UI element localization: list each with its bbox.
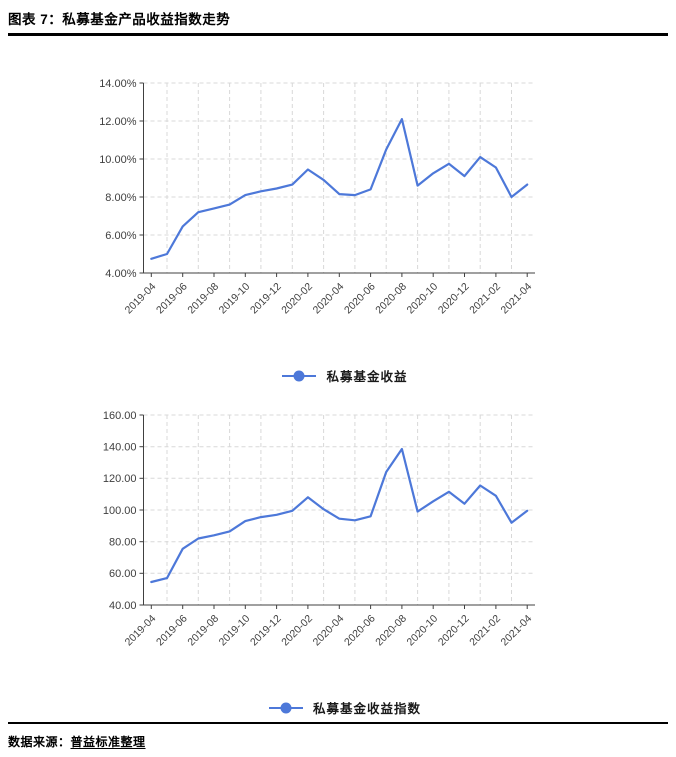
svg-text:80.00: 80.00	[109, 537, 137, 549]
legend-index: 私募基金收益指数	[0, 698, 676, 717]
legend-returns: 私募基金收益	[0, 366, 676, 385]
svg-text:14.00%: 14.00%	[99, 78, 137, 90]
svg-text:6.00%: 6.00%	[105, 230, 136, 242]
svg-text:2021-02: 2021-02	[467, 613, 503, 649]
svg-text:2021-04: 2021-04	[499, 281, 535, 317]
svg-text:160.00: 160.00	[103, 410, 137, 422]
svg-text:60.00: 60.00	[109, 568, 137, 580]
svg-text:2020-08: 2020-08	[373, 613, 409, 649]
legend-marker-icon	[268, 702, 303, 713]
svg-text:40.00: 40.00	[109, 600, 137, 612]
svg-text:2019-08: 2019-08	[185, 281, 221, 317]
source-name: 普益标准整理	[70, 735, 146, 749]
figure-title: 图表 7：私募基金产品收益指数走势	[8, 12, 231, 27]
legend-dot-icon	[293, 370, 305, 381]
svg-text:2021-04: 2021-04	[499, 613, 535, 649]
svg-text:2020-06: 2020-06	[342, 281, 378, 317]
legend-dot-icon	[280, 702, 292, 713]
svg-text:2020-04: 2020-04	[311, 613, 347, 649]
svg-text:2019-06: 2019-06	[154, 613, 190, 649]
legend-marker-icon	[282, 370, 317, 381]
svg-text:2019-04: 2019-04	[123, 281, 159, 317]
legend-label-returns: 私募基金收益	[326, 370, 408, 384]
svg-text:10.00%: 10.00%	[99, 154, 137, 166]
svg-text:140.00: 140.00	[103, 442, 137, 454]
data-source: 数据来源：普益标准整理	[8, 733, 146, 750]
svg-text:120.00: 120.00	[103, 473, 137, 485]
series-line	[150, 117, 529, 260]
series-line	[150, 447, 529, 584]
svg-text:2020-08: 2020-08	[373, 281, 409, 317]
footer-divider	[8, 722, 668, 724]
svg-text:4.00%: 4.00%	[105, 268, 136, 280]
returns-line-chart: 4.00% 6.00% 8.00% 10.00% 12.00% 14.00% 2019-04…	[99, 78, 535, 317]
svg-text:2020-12: 2020-12	[436, 281, 472, 317]
header-divider	[8, 33, 668, 36]
svg-text:2020-12: 2020-12	[436, 613, 472, 649]
svg-text:2019-12: 2019-12	[248, 613, 284, 649]
svg-text:2019-12: 2019-12	[248, 281, 284, 317]
svg-text:100.00: 100.00	[103, 505, 137, 517]
svg-text:2019-10: 2019-10	[217, 281, 253, 317]
svg-text:2019-04: 2019-04	[123, 613, 159, 649]
svg-text:2020-10: 2020-10	[405, 281, 441, 317]
svg-text:12.00%: 12.00%	[99, 116, 137, 128]
svg-text:2020-06: 2020-06	[342, 613, 378, 649]
index-line-chart: 40.00 60.00 80.00 100.00 120.00 140.00 160.00 2…	[103, 410, 535, 649]
svg-text:2019-08: 2019-08	[185, 613, 221, 649]
svg-text:2020-02: 2020-02	[279, 613, 315, 649]
legend-label-index: 私募基金收益指数	[312, 702, 421, 716]
svg-text:2019-10: 2019-10	[217, 613, 253, 649]
svg-text:2020-10: 2020-10	[405, 613, 441, 649]
source-label: 数据来源：	[8, 735, 71, 749]
svg-text:2020-04: 2020-04	[311, 281, 347, 317]
svg-text:8.00%: 8.00%	[105, 192, 136, 204]
svg-text:2020-02: 2020-02	[279, 281, 315, 317]
svg-text:2021-02: 2021-02	[467, 281, 503, 317]
svg-text:2019-06: 2019-06	[154, 281, 190, 317]
